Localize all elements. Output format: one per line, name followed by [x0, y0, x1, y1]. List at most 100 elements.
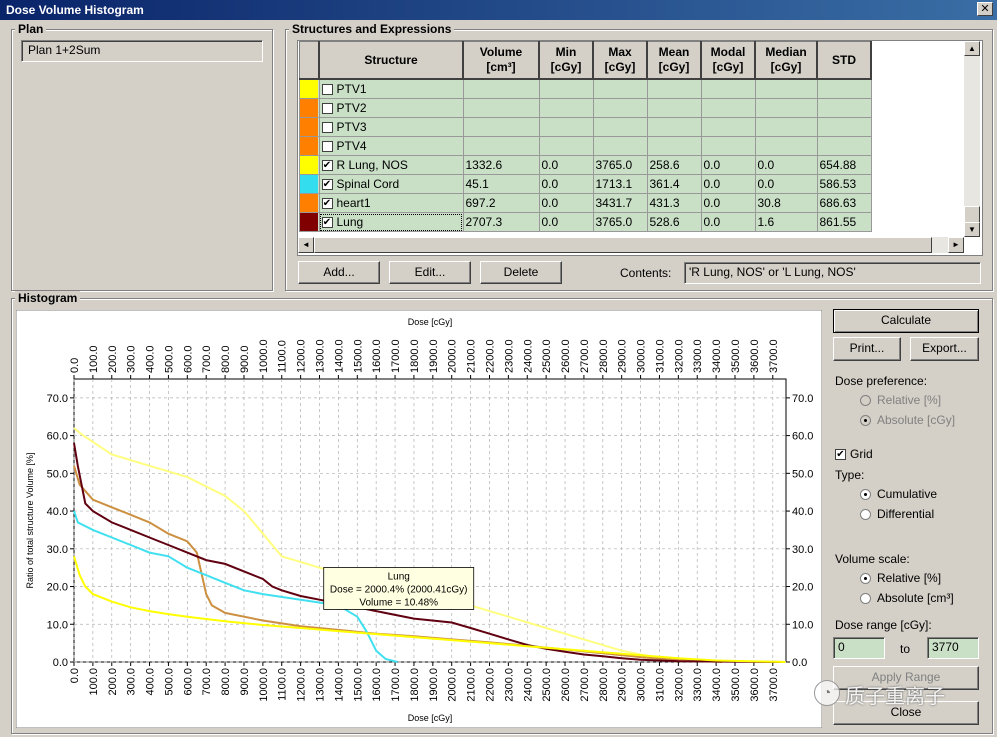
structure-cell[interactable]: ✔ R Lung, NOS — [318, 155, 464, 175]
structure-checkbox[interactable] — [321, 84, 333, 96]
x-tick-label: 1400.0 — [333, 668, 345, 702]
table-row[interactable]: ✔ R Lung, NOS 1332.6 0.0 3765.0 258.6 0.0 0.0 65… — [299, 155, 872, 175]
apply-range-button[interactable]: Apply Range — [833, 666, 979, 690]
structure-cell[interactable]: ✔ heart1 — [318, 193, 464, 213]
cumulative-option[interactable]: Cumulative — [860, 487, 937, 501]
structure-cell[interactable]: PTV2 — [318, 98, 464, 118]
x-tick-label-top: 3500.0 — [730, 339, 742, 373]
structure-cell[interactable]: PTV4 — [318, 136, 464, 156]
structure-checkbox[interactable]: ✔ — [321, 179, 333, 191]
x-tick-label-top: 3000.0 — [636, 339, 648, 373]
plan-group — [11, 29, 273, 291]
cell-min — [538, 136, 594, 156]
structure-checkbox[interactable] — [321, 122, 333, 134]
differential-option[interactable]: Differential — [860, 507, 934, 521]
x-tick-label: 2000.0 — [447, 668, 459, 702]
plan-field[interactable]: Plan 1+2Sum — [21, 40, 263, 62]
scroll-down-button[interactable]: ▼ — [964, 222, 980, 237]
contents-field[interactable]: 'R Lung, NOS' or 'L Lung, NOS' — [684, 262, 981, 284]
plot-area — [73, 378, 787, 663]
x-tick-label-top: 0.0 — [69, 358, 81, 373]
structure-checkbox[interactable]: ✔ — [321, 198, 333, 210]
edit-button[interactable]: Edit... — [389, 261, 471, 284]
x-tick-label: 3400.0 — [711, 668, 723, 702]
dose-preference-label: Dose preference: — [835, 374, 928, 388]
structure-checkbox[interactable] — [321, 141, 333, 153]
scroll-up-button[interactable]: ▲ — [964, 41, 980, 56]
table-row[interactable]: ✔ heart1 697.2 0.0 3431.7 431.3 0.0 30.8 686.63 — [299, 193, 872, 213]
cell-max — [592, 98, 648, 118]
structure-cell[interactable]: ✔ Spinal Cord — [318, 174, 464, 194]
col-mean[interactable]: Mean [cGy] — [646, 41, 702, 80]
volume-relative-option[interactable]: Relative [%] — [860, 571, 941, 585]
col-std[interactable]: STD — [816, 41, 872, 80]
color-swatch — [300, 99, 318, 117]
cell-std — [816, 78, 872, 99]
calculate-button[interactable]: Calculate — [833, 309, 979, 333]
structure-cell[interactable]: PTV3 — [318, 117, 464, 137]
export-button[interactable]: Export... — [910, 337, 979, 361]
cumulative-radio[interactable] — [860, 489, 871, 501]
structure-checkbox[interactable]: ✔ — [321, 217, 333, 229]
col-modal[interactable]: Modal [cGy] — [700, 41, 756, 80]
scroll-right-button[interactable]: ► — [948, 237, 964, 253]
dvh-chart[interactable]: 0.00.0100.0100.0200.0200.0300.0300.0400.… — [16, 310, 822, 728]
col-median[interactable]: Median [cGy] — [754, 41, 818, 80]
x-tick-label-top: 2900.0 — [617, 339, 629, 373]
structure-checkbox[interactable] — [321, 103, 333, 115]
structures-vscroll[interactable] — [964, 41, 980, 237]
x-tick-label-top: 200.0 — [107, 345, 119, 373]
structure-cell[interactable]: PTV1 — [318, 78, 464, 99]
window-close-button[interactable]: ✕ — [977, 2, 993, 16]
volume-relative-radio[interactable] — [860, 573, 871, 585]
x-tick-label-top: 1300.0 — [315, 339, 327, 373]
table-row[interactable]: PTV2 — [299, 98, 872, 118]
table-row[interactable]: PTV4 — [299, 136, 872, 156]
grid-checkbox[interactable]: ✔ — [835, 449, 846, 461]
dose-relative-radio[interactable] — [860, 395, 871, 407]
cell-modal: 0.0 — [700, 212, 756, 232]
dose-absolute-radio[interactable] — [860, 415, 871, 427]
differential-radio[interactable] — [860, 509, 871, 521]
structure-checkbox[interactable]: ✔ — [321, 160, 333, 172]
table-row[interactable]: PTV3 — [299, 117, 872, 137]
x-tick-label: 2900.0 — [617, 668, 629, 702]
dose-relative-option[interactable]: Relative [%] — [860, 393, 941, 407]
cell-mean: 258.6 — [646, 155, 702, 175]
x-tick-label: 2100.0 — [466, 668, 478, 702]
col-volume[interactable]: Volume [cm³] — [462, 41, 540, 80]
add-button[interactable]: Add... — [298, 261, 380, 284]
structures-table: Structure Volume [cm³] Min [cGy] Max [cG… — [299, 41, 872, 232]
print-button[interactable]: Print... — [833, 337, 901, 361]
table-row[interactable]: ✔ Lung 2707.3 0.0 3765.0 528.6 0.0 1.6 861.55 — [299, 212, 872, 232]
x-tick-label: 2500.0 — [541, 668, 553, 702]
y-tick-label-right: 60.0 — [792, 431, 813, 443]
vscroll-thumb[interactable] — [964, 206, 980, 223]
row-color-swatch — [299, 155, 320, 175]
tooltip-title: Lung — [388, 571, 410, 582]
cell-volume: 45.1 — [462, 174, 540, 194]
table-row[interactable]: PTV1 — [299, 78, 872, 99]
dvh-series-line-4 — [73, 556, 786, 663]
range-to-input[interactable]: 3770 — [927, 637, 979, 659]
range-from-input[interactable]: 0 — [833, 637, 885, 659]
col-max[interactable]: Max [cGy] — [592, 41, 648, 80]
dose-absolute-option[interactable]: Absolute [cGy] — [860, 413, 955, 427]
y-axis-label: Ratio of total structure Volume [%] — [25, 452, 35, 588]
structure-cell[interactable]: ✔ Lung — [318, 212, 464, 232]
cell-volume: 1332.6 — [462, 155, 540, 175]
col-structure[interactable]: Structure — [318, 41, 464, 80]
grid-option[interactable]: ✔ Grid — [835, 447, 873, 461]
col-min[interactable]: Min [cGy] — [538, 41, 594, 80]
hscroll-thumb[interactable] — [314, 237, 932, 253]
volume-absolute-radio[interactable] — [860, 593, 871, 605]
x-tick-label-top: 100.0 — [88, 345, 100, 373]
x-tick-label: 2600.0 — [560, 668, 572, 702]
cell-modal: 0.0 — [700, 193, 756, 213]
table-row[interactable]: ✔ Spinal Cord 45.1 0.0 1713.1 361.4 0.0 0.0 586.… — [299, 174, 872, 194]
delete-button[interactable]: Delete — [480, 261, 562, 284]
close-button[interactable]: Close — [833, 701, 979, 725]
volume-absolute-option[interactable]: Absolute [cm³] — [860, 591, 954, 605]
scroll-left-button[interactable]: ◄ — [298, 237, 314, 253]
volume-relative-label: Relative [%] — [877, 571, 942, 585]
